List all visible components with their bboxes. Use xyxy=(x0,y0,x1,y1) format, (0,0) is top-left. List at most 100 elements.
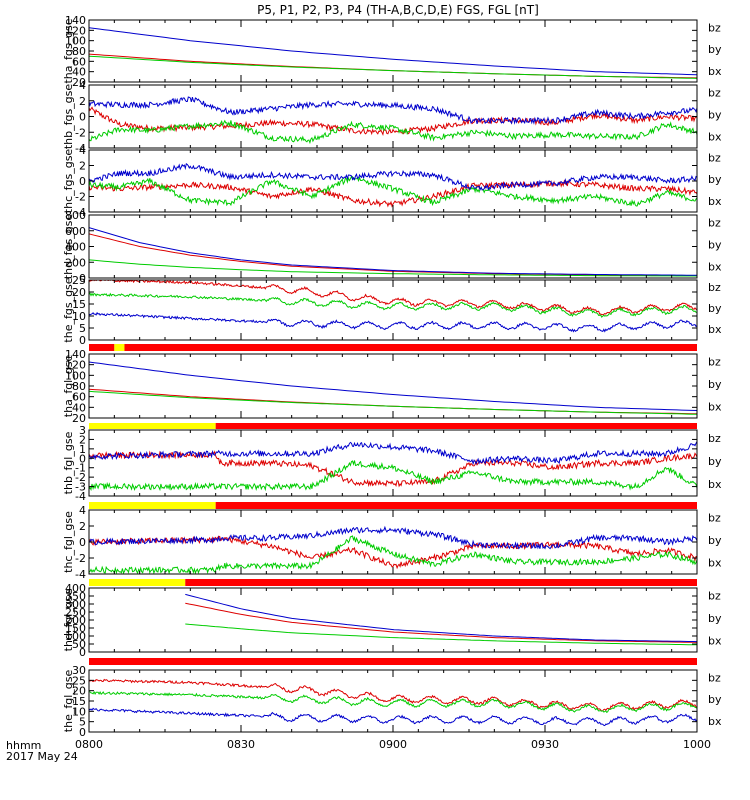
y-axis-label: thd_fgl_gse xyxy=(62,588,75,651)
y-tick-label: 15 xyxy=(72,298,86,311)
y-tick-label: 20 xyxy=(72,685,86,698)
series-bx-line xyxy=(89,441,697,466)
status-bar-segment xyxy=(89,658,697,665)
plot-title: P5, P1, P2, P3, P4 (TH-A,B,C,D,E) FGS, F… xyxy=(257,3,539,17)
y-tick-label: -4 xyxy=(75,206,86,219)
legend-bx: bx xyxy=(708,195,722,208)
status-bar-segment xyxy=(89,423,216,429)
y-tick-label: 150 xyxy=(65,622,86,635)
status-bar-segment xyxy=(89,344,115,351)
y-tick-label: 40 xyxy=(72,401,86,414)
status-bar xyxy=(89,579,697,586)
y-tick-label: 15 xyxy=(72,695,86,708)
panel-2: -4 -2 0 2 4 thb_fgs_gse bz by bx xyxy=(62,79,722,155)
series-bx-line xyxy=(89,361,697,411)
status-bar xyxy=(89,423,697,429)
legend-bz: bz xyxy=(708,356,721,369)
legend-by: by xyxy=(708,378,722,391)
time-axis-label: hhmm xyxy=(6,739,41,752)
legend-bz: bz xyxy=(708,281,721,294)
y-tick-label: 100 xyxy=(65,369,86,382)
legend-bz: bz xyxy=(708,217,721,230)
y-tick-label: 2 xyxy=(79,95,86,108)
y-tick-label: -2 xyxy=(75,552,86,565)
y-tick-label: -4 xyxy=(75,568,86,581)
y-tick-label: 25 xyxy=(72,674,86,687)
series-bx-line xyxy=(89,525,697,550)
legend-by: by xyxy=(708,43,722,56)
y-tick-label: 4 xyxy=(79,504,86,517)
status-bar-segment xyxy=(89,579,186,586)
x-tick-label: 0900 xyxy=(379,738,407,751)
y-tick-label: -4 xyxy=(75,490,86,503)
legend-bx: bx xyxy=(708,131,722,144)
y-axis-label: tha_fgs_gse xyxy=(62,18,75,83)
panel-frame xyxy=(88,587,698,653)
series-by-line xyxy=(89,175,697,207)
panel-frame xyxy=(88,353,698,419)
y-tick-label: 3 xyxy=(79,424,86,437)
y-tick-label: 20 xyxy=(72,76,86,89)
legend-bz: bz xyxy=(708,432,721,445)
panel-frame xyxy=(88,214,698,279)
legend-bx: bx xyxy=(708,323,722,336)
status-bar xyxy=(89,344,697,351)
y-tick-label: 30 xyxy=(72,664,86,677)
y-tick-label: 50 xyxy=(72,638,86,651)
y-tick-label: -1 xyxy=(75,462,86,475)
y-tick-label: 100 xyxy=(65,35,86,48)
legend-by: by xyxy=(708,239,722,252)
y-tick-label: 1 xyxy=(79,443,86,456)
status-bar xyxy=(89,658,697,665)
y-axis-label: the_fgs_gse xyxy=(62,277,75,342)
y-tick-label: 25 xyxy=(72,274,86,287)
legend-bx: bx xyxy=(708,478,722,491)
y-axis-label: thb_fgl_gse xyxy=(62,431,75,494)
series-bz-line xyxy=(89,388,697,415)
y-tick-label: 4 xyxy=(79,144,86,157)
y-axis-label: thb_fgs_gse xyxy=(62,84,75,150)
y-tick-label: 5 xyxy=(79,716,86,729)
y-tick-label: -2 xyxy=(75,471,86,484)
series-bx-line xyxy=(185,593,697,643)
series-bx-line xyxy=(89,707,697,727)
y-tick-label: 2 xyxy=(79,433,86,446)
x-tick-label: 0830 xyxy=(227,738,255,751)
panel-8: -4 -2 0 2 4 thc_fgl_gse bz by bx xyxy=(62,504,722,581)
status-bar-segment xyxy=(89,502,216,509)
y-tick-label: 4 xyxy=(79,79,86,92)
legend-bz: bz xyxy=(708,151,721,164)
y-tick-label: 600 xyxy=(65,225,86,238)
legend-bz: bz xyxy=(708,21,721,34)
series-bz-line xyxy=(89,535,697,570)
date-label: 2017 May 24 xyxy=(6,750,78,763)
series-bx-line xyxy=(89,227,697,276)
legend-by: by xyxy=(708,693,722,706)
panel-frame xyxy=(88,669,698,733)
y-tick-label: 0 xyxy=(79,175,86,188)
y-tick-label: 60 xyxy=(72,55,86,68)
legend-by: by xyxy=(708,612,722,625)
series-bz-line xyxy=(185,602,697,643)
x-tick-label: 0930 xyxy=(531,738,559,751)
y-tick-label: 250 xyxy=(65,606,86,619)
series-by-line xyxy=(89,690,697,714)
series-bx-line xyxy=(89,96,697,125)
status-bar-segment xyxy=(215,423,697,429)
y-tick-label: 80 xyxy=(72,45,86,58)
legend-bx: bx xyxy=(708,400,722,413)
series-by-line xyxy=(89,390,697,415)
panel-frame xyxy=(88,149,698,213)
y-tick-label: -4 xyxy=(75,142,86,155)
y-tick-label: 300 xyxy=(65,598,86,611)
y-tick-label: -3 xyxy=(75,481,86,494)
y-tick-label: 400 xyxy=(65,241,86,254)
legend-bx: bx xyxy=(708,65,722,78)
y-tick-label: 0 xyxy=(79,272,86,285)
